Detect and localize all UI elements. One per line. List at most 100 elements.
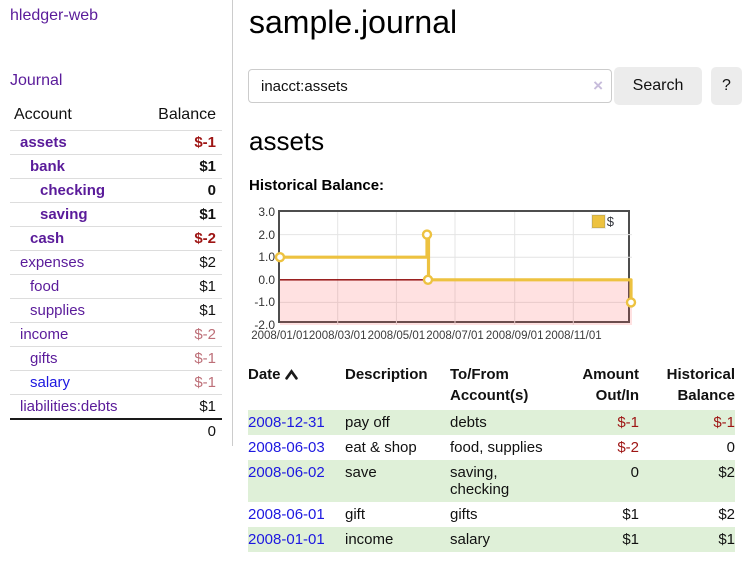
register-col-description: Description <box>345 366 428 383</box>
account-row: saving $1 <box>10 202 222 227</box>
y-tick-label: 2.0 <box>258 227 275 242</box>
transaction-date-link[interactable]: 2008-01-01 <box>248 531 325 548</box>
account-balance: $1 <box>199 398 216 415</box>
transaction-date-link[interactable]: 2008-06-02 <box>248 464 325 481</box>
x-tick-label: 2008/05/01 <box>367 330 426 342</box>
legend-swatch-icon <box>590 214 606 229</box>
register-row[interactable]: 2008-01-01 income salary $1 $1 <box>248 527 735 552</box>
negative-region <box>280 279 632 325</box>
transaction-balance: 0 <box>726 439 735 456</box>
data-point-markers <box>274 229 637 308</box>
search-button[interactable]: Search <box>614 67 702 105</box>
account-balance: $1 <box>199 278 216 295</box>
historical-balance-chart: 3.0 2.0 1.0 0.0 -1.0 -2.0 <box>248 200 742 348</box>
help-button[interactable]: ? <box>711 67 742 105</box>
register-col-balance: Historical Balance <box>666 366 735 404</box>
account-link-saving[interactable]: saving <box>40 206 88 223</box>
account-link-salary[interactable]: salary <box>30 374 71 391</box>
account-balance: $-1 <box>194 350 216 367</box>
register-row[interactable]: 2008-06-03 eat & shop food, supplies $-2… <box>248 435 735 460</box>
transaction-date-link[interactable]: 2008-06-03 <box>248 439 325 456</box>
account-link-assets[interactable]: assets <box>20 134 67 151</box>
account-link-liabilities-debts[interactable]: liabilities:debts <box>20 398 118 415</box>
transaction-amount: $-2 <box>617 439 639 456</box>
app-title-link[interactable]: hledger-web <box>10 7 99 24</box>
account-balance: 0 <box>207 182 216 199</box>
account-balance: $1 <box>199 158 216 175</box>
transaction-balance: $2 <box>639 460 735 502</box>
chart-canvas <box>274 212 637 325</box>
register-row[interactable]: 2008-06-01 gift gifts $1 $2 <box>248 502 735 527</box>
account-link-gifts[interactable]: gifts <box>30 350 58 367</box>
transaction-account: salary <box>450 527 554 552</box>
sidebar: hledger-web Journal Account Balance asse… <box>0 0 233 446</box>
register-col-date[interactable]: Date <box>248 361 345 410</box>
account-heading: assets <box>249 126 325 156</box>
register-row[interactable]: 2008-06-02 save saving, checking 0 $2 <box>248 460 735 502</box>
transaction-description: save <box>345 460 450 502</box>
account-row: food $1 <box>10 274 222 299</box>
search-input[interactable] <box>248 69 612 103</box>
account-link-bank[interactable]: bank <box>30 158 66 175</box>
y-tick-label: -2.0 <box>254 318 275 332</box>
accounts-col-balance: Balance <box>158 106 216 123</box>
plot-area: $ <box>274 210 637 325</box>
account-link-supplies[interactable]: supplies <box>30 302 86 319</box>
sidebar-item-journal[interactable]: Journal <box>10 72 63 89</box>
account-link-expenses[interactable]: expenses <box>20 254 85 271</box>
x-tick-label: 2008/03/01 <box>308 330 367 342</box>
account-row: income $-2 <box>10 322 222 347</box>
transaction-date-link[interactable]: 2008-06-01 <box>248 506 325 523</box>
transaction-description: gift <box>345 506 366 523</box>
account-row: bank $1 <box>10 154 222 179</box>
account-balance: $1 <box>199 206 216 223</box>
register-col-amount: Amount Out/In <box>582 366 639 404</box>
account-balance: $-2 <box>194 230 216 247</box>
x-tick-label: 2008/07/01 <box>426 330 484 342</box>
transaction-amount: $-1 <box>554 410 639 435</box>
x-tick-label: 2008/09/01 <box>485 330 544 342</box>
account-balance: $-1 <box>194 374 216 391</box>
transaction-account: gifts <box>450 506 478 523</box>
account-link-income[interactable]: income <box>20 326 69 343</box>
search-form: × Search ? <box>248 67 742 105</box>
transaction-description: pay off <box>345 410 450 435</box>
account-link-cash[interactable]: cash <box>30 230 65 247</box>
account-row: assets $-1 <box>10 130 222 155</box>
main-content: sample.journal × Search ? assets Histori… <box>248 0 742 582</box>
account-link-checking[interactable]: checking <box>40 182 106 199</box>
account-row: cash $-2 <box>10 226 222 251</box>
accounts-total-row: 0 <box>10 419 222 443</box>
account-row: checking 0 <box>10 178 222 203</box>
account-balance: $2 <box>199 254 216 271</box>
transaction-date-link[interactable]: 2008-12-31 <box>248 414 325 431</box>
x-tick-label: 2008/01/01 <box>251 330 309 342</box>
clear-search-icon[interactable]: × <box>593 76 603 95</box>
transaction-account: saving, checking <box>450 460 554 502</box>
account-row: gifts $-1 <box>10 346 222 371</box>
account-row: expenses $2 <box>10 250 222 275</box>
transaction-balance: $-1 <box>639 410 735 435</box>
sort-ascending-icon <box>284 365 298 386</box>
legend-label: $ <box>606 214 614 229</box>
register-col-account: To/From Account(s) <box>450 366 529 404</box>
register-table: Date Description To/From Account(s) Amou… <box>248 361 735 552</box>
transaction-balance: $1 <box>639 527 735 552</box>
account-row: supplies $1 <box>10 298 222 323</box>
account-balance: $-2 <box>194 326 216 343</box>
accounts-total-balance: 0 <box>207 423 216 440</box>
account-row: salary $-1 <box>10 370 222 395</box>
transaction-amount: $1 <box>554 527 639 552</box>
y-tick-label: 1.0 <box>258 250 275 265</box>
transaction-account: food, supplies <box>450 439 543 456</box>
account-link-food[interactable]: food <box>30 278 60 295</box>
transaction-description: income <box>345 527 450 552</box>
y-tick-label: 3.0 <box>258 205 275 219</box>
transaction-amount: $1 <box>622 506 639 523</box>
accounts-table: Account Balance assets $-1 bank $1 check… <box>10 104 222 443</box>
transaction-balance: $2 <box>718 506 735 523</box>
transaction-description: eat & shop <box>345 439 417 456</box>
register-row[interactable]: 2008-12-31 pay off debts $-1 $-1 <box>248 410 735 435</box>
transaction-amount: 0 <box>554 460 639 502</box>
